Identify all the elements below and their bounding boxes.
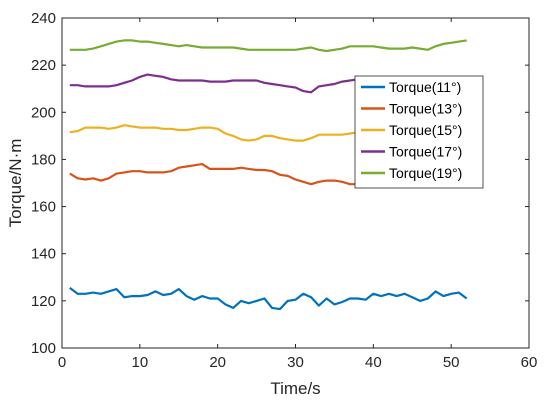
series-line-5: [69, 39, 467, 53]
legend-label: Torque(11°): [389, 79, 461, 95]
x-tick-label: 0: [58, 354, 66, 371]
legend-label: Torque(15°): [389, 122, 462, 138]
y-axis-title: Torque/N·m: [6, 139, 25, 228]
y-tick-label: 120: [31, 293, 56, 310]
x-tick-label: 50: [443, 354, 460, 371]
y-tick-label: 200: [31, 104, 56, 121]
legend-box: [354, 75, 484, 189]
series-line-2: [69, 163, 374, 186]
y-tick-label: 160: [31, 199, 56, 216]
y-tick-label: 180: [31, 151, 56, 168]
x-axis-title: Time/s: [270, 379, 320, 398]
y-tick-label: 240: [31, 10, 56, 27]
legend-label: Torque(19°): [389, 165, 462, 181]
series-line-1: [69, 287, 468, 311]
y-tick-label: 100: [31, 340, 56, 357]
x-tick-label: 30: [287, 354, 304, 371]
x-tick-label: 10: [131, 354, 148, 371]
legend: Torque(11°) Torque(13°) Torque(15°) Torque(…: [354, 75, 484, 189]
series-line-4: [69, 73, 358, 94]
legend-label: Torque(13°): [389, 101, 462, 117]
legend-label: Torque(17°): [389, 144, 462, 160]
y-tick-label: 220: [31, 57, 56, 74]
x-tick-label: 60: [521, 354, 538, 371]
series-layer: [69, 39, 468, 311]
y-tick-label: 140: [31, 246, 56, 263]
x-tick-label: 40: [365, 354, 382, 371]
x-tick-label: 20: [209, 354, 226, 371]
series-line-3: [69, 124, 374, 142]
ticks-layer: 0 10 20 30 40 50 60 100 120 140 160 180 200 220 240: [31, 10, 537, 371]
